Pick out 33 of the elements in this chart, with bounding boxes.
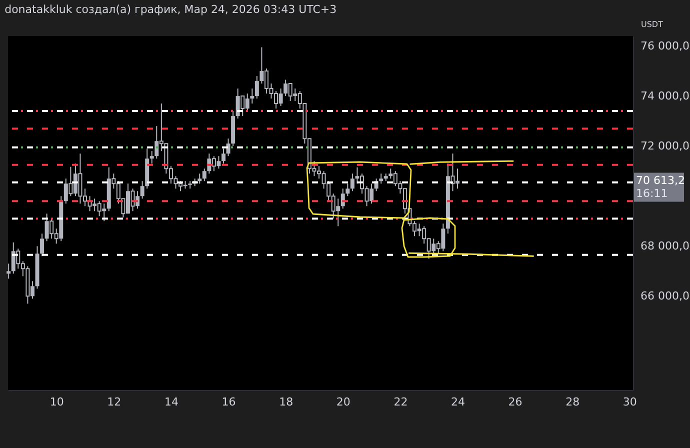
y-tick-label: 72 000,0 bbox=[640, 140, 690, 153]
candlestick bbox=[379, 173, 384, 184]
x-tick-label: 16 bbox=[222, 396, 236, 408]
x-tick-label: 22 bbox=[394, 396, 408, 408]
candlestick bbox=[346, 183, 350, 197]
candlestick bbox=[250, 88, 254, 104]
x-tick-label: 14 bbox=[164, 396, 178, 408]
x-tick-label: 18 bbox=[279, 396, 294, 408]
chart-title: donatakkluk создал(а) график, Мар 24, 2026 03:43 UTC+3 bbox=[4, 3, 337, 16]
candlestick bbox=[198, 173, 202, 184]
candlestick bbox=[226, 138, 230, 157]
text: 16:11 bbox=[636, 186, 668, 200]
candlestick bbox=[221, 148, 226, 164]
y-axis-title: USDT bbox=[641, 20, 664, 29]
text: 70 613,2 bbox=[636, 174, 685, 187]
x-tick-label: 30 bbox=[622, 396, 637, 408]
x-tick-label: 24 bbox=[451, 396, 465, 408]
candlestick bbox=[140, 180, 144, 200]
candlestick bbox=[350, 173, 354, 192]
x-tick-label: 28 bbox=[566, 396, 580, 408]
y-tick-label: 74 000,0 bbox=[640, 90, 690, 103]
candlestick bbox=[6, 263, 11, 280]
y-tick-label: 76 000,0 bbox=[640, 40, 690, 53]
candlestick bbox=[254, 76, 259, 100]
x-tick-label: 12 bbox=[107, 396, 122, 408]
candlestick bbox=[202, 168, 206, 182]
candlestick bbox=[150, 150, 154, 164]
y-tick-label: 66 000,0 bbox=[640, 290, 690, 303]
x-tick-label: 26 bbox=[508, 396, 522, 408]
x-tick-label: 20 bbox=[336, 396, 350, 408]
candlestick bbox=[40, 233, 44, 257]
x-tick-label: 10 bbox=[50, 396, 64, 408]
y-tick-label: 68 000,0 bbox=[640, 240, 690, 253]
